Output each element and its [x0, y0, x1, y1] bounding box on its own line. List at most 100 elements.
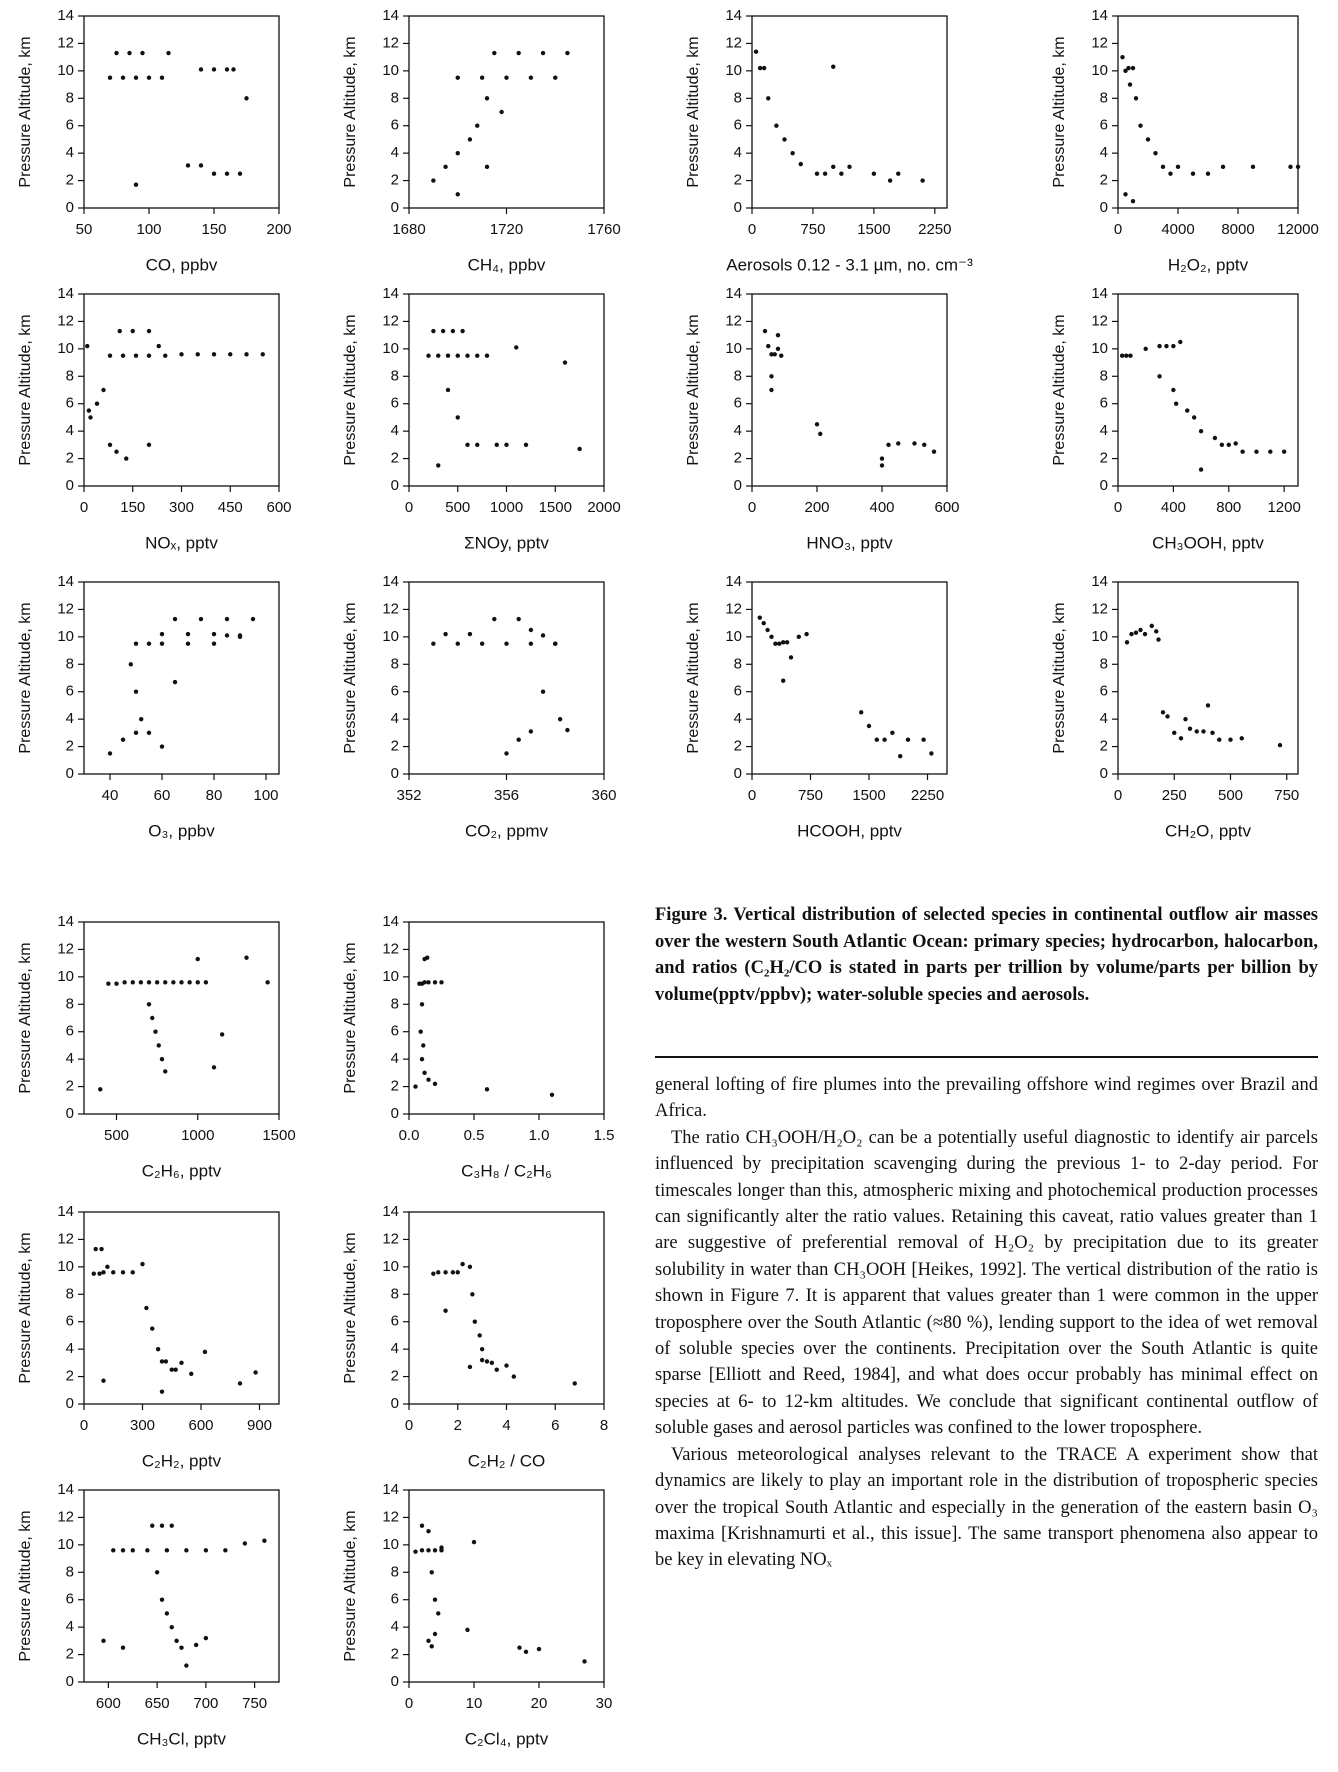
- body-text: general lofting of fire plumes into the …: [655, 1072, 1318, 1574]
- data-point: [159, 1056, 165, 1062]
- y-tick-label: 10: [382, 62, 399, 79]
- data-point: [523, 442, 529, 448]
- x-tick-label: 1500: [539, 499, 572, 516]
- data-point: [443, 631, 448, 637]
- x-axis-label: C₂Cl₄, pptv: [465, 1729, 549, 1748]
- x-axis-label: C₃H₈ / C₂H₆: [461, 1161, 552, 1180]
- data-point: [769, 387, 774, 393]
- y-tick-label: 10: [57, 340, 74, 357]
- data-point: [184, 1548, 189, 1553]
- data-point: [244, 96, 249, 101]
- data-point: [822, 171, 828, 176]
- x-tick-label: 8000: [1221, 221, 1254, 238]
- data-point: [262, 1538, 267, 1543]
- data-point: [421, 1043, 426, 1048]
- x-axis-label: CO, ppbv: [146, 255, 218, 274]
- data-point: [138, 980, 144, 985]
- data-point: [88, 415, 93, 420]
- data-point: [1198, 428, 1204, 434]
- plot-frame: [83, 15, 280, 209]
- data-point: [1160, 164, 1166, 170]
- data-point: [465, 353, 470, 358]
- y-tick-label: 12: [382, 1508, 399, 1525]
- data-point: [146, 1002, 152, 1007]
- data-point: [198, 616, 204, 622]
- chart: 0 2 4 6 8 10 12 14 500 1000 1500 C₂H₆, pptv Pressure…: [17, 913, 295, 1181]
- data-point: [443, 164, 448, 170]
- y-tick-label: 8: [66, 655, 74, 672]
- x-axis-label: CH₂O, pptv: [1165, 821, 1251, 840]
- data-point: [224, 616, 230, 622]
- data-point: [790, 150, 795, 156]
- data-point: [211, 1065, 217, 1070]
- y-tick-label: 2: [734, 172, 742, 189]
- y-tick-label: 6: [391, 1313, 399, 1330]
- y-tick-label: 12: [382, 34, 399, 51]
- chart: 0 2 4 6 8 10 12 14 600 650 700 750 CH₃Cl, pptv Pressu…: [17, 1481, 280, 1748]
- data-point: [540, 50, 546, 56]
- y-tick-label: 2: [391, 172, 399, 189]
- data-point: [101, 1378, 106, 1383]
- data-point: [1138, 627, 1143, 633]
- data-point: [757, 615, 762, 620]
- data-point: [231, 67, 236, 72]
- y-tick-label: 6: [1100, 683, 1108, 700]
- y-tick-label: 4: [66, 710, 74, 727]
- data-point: [479, 1346, 485, 1352]
- plot-frame: [1117, 581, 1299, 775]
- y-tick-label: 2: [66, 172, 74, 189]
- data-point: [224, 67, 230, 72]
- x-tick-label: 600: [96, 1695, 121, 1712]
- chart: 0 2 4 6 8 10 12 14 0 750 1500 2250 HCOOH, pptv Pressu…: [685, 573, 948, 840]
- x-tick-label: 300: [169, 499, 194, 516]
- data-point: [172, 616, 178, 622]
- x-tick-label: 30: [596, 1695, 613, 1712]
- data-point: [572, 1381, 577, 1386]
- y-tick-label: 8: [734, 367, 742, 384]
- y-tick-label: 14: [1091, 7, 1108, 24]
- data-point: [179, 980, 184, 985]
- data-point: [471, 1539, 477, 1545]
- data-point: [766, 96, 771, 101]
- data-point: [163, 353, 168, 358]
- data-point: [120, 353, 126, 358]
- data-point: [773, 641, 778, 646]
- data-point: [432, 1597, 438, 1602]
- data-point: [753, 49, 759, 54]
- data-point: [920, 178, 925, 183]
- x-axis-label: CH₄, ppbv: [468, 255, 546, 274]
- y-tick-label: 10: [382, 1536, 399, 1553]
- y-tick-label: 2: [1100, 738, 1108, 755]
- data-point: [426, 1528, 431, 1534]
- data-point: [422, 980, 427, 985]
- data-point: [429, 1570, 434, 1575]
- data-point: [762, 328, 768, 334]
- data-point: [781, 678, 786, 683]
- y-tick-label: 0: [66, 1395, 74, 1412]
- data-point: [98, 1087, 103, 1092]
- data-point: [874, 737, 879, 742]
- data-point: [146, 641, 152, 646]
- y-tick-label: 6: [66, 1313, 74, 1330]
- y-tick-label: 6: [391, 1591, 399, 1608]
- x-tick-label: 150: [120, 499, 145, 516]
- data-point: [777, 641, 782, 646]
- data-point: [511, 1374, 517, 1379]
- data-point: [445, 387, 451, 393]
- data-point: [1281, 449, 1287, 454]
- data-point: [146, 442, 152, 448]
- y-tick-label: 14: [725, 285, 742, 302]
- y-axis-label: Pressure Altitude, km: [17, 602, 34, 753]
- data-point: [211, 641, 217, 646]
- data-point: [489, 1360, 495, 1366]
- data-point: [140, 1261, 145, 1267]
- x-tick-label: 450: [218, 499, 243, 516]
- data-point: [565, 727, 570, 733]
- data-point: [419, 1548, 425, 1553]
- x-tick-label: 750: [242, 1695, 267, 1712]
- data-point: [107, 353, 113, 358]
- data-point: [798, 161, 803, 167]
- data-point: [775, 332, 781, 338]
- data-point: [1277, 743, 1283, 748]
- y-tick-label: 8: [66, 995, 74, 1012]
